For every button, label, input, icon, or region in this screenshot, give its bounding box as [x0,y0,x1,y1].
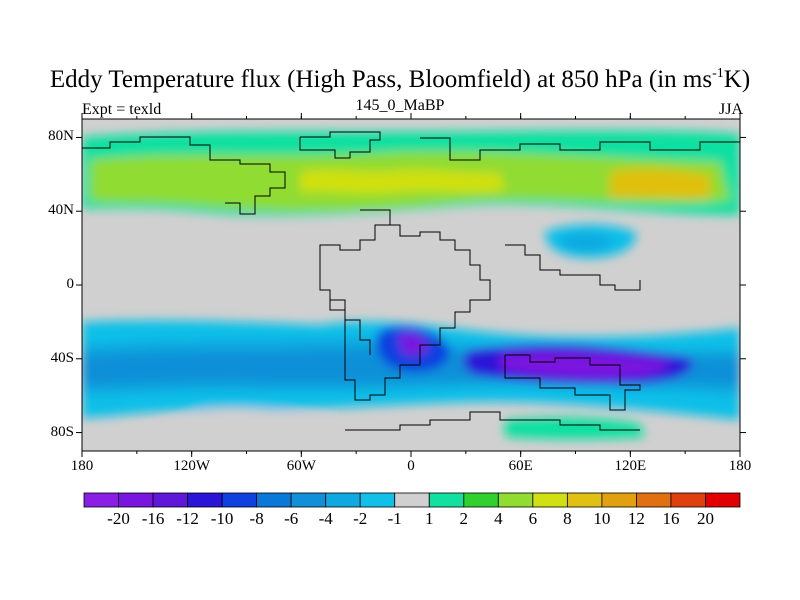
coast-greenland [299,131,381,159]
colorbar-label: 10 [593,509,611,528]
coast-south-america [330,299,371,355]
coast-north [82,136,286,215]
colorbar-swatch [256,492,292,508]
coast-antarctica [345,411,640,431]
colorbar-swatch [394,492,430,508]
y-tick-label: 80N [48,128,74,145]
colorbar-swatch [705,492,741,508]
x-tick-label: 60E [508,458,533,474]
map-title: Eddy Temperature flux (High Pass, Bloomf… [49,66,751,93]
x-tick-label: 120E [614,458,647,474]
colorbar-label: 8 [563,509,572,528]
colorbar-label: -12 [176,509,199,528]
coastlines [82,131,740,431]
colorbar-swatch [463,492,499,508]
colorbar-label: 20 [696,509,714,528]
colorbar-swatch [428,492,465,508]
season-label: JJA [718,101,743,118]
coast-australia [504,354,641,411]
sh-core-c [500,352,670,378]
experiment-label: Expt = texld [82,101,162,118]
colorbar-label: -16 [141,509,165,528]
coast-india [505,244,641,291]
x-tick-label: 0 [407,458,415,474]
y-tick-label: 40S [50,349,74,366]
colorbar-swatch [566,492,603,508]
x-tick-label: 60W [286,458,316,474]
case-label: 145_0_MaBP [355,97,445,114]
antarctic-green [505,417,645,440]
x-tick-label: 180 [70,458,94,474]
y-tick-label: 80S [50,423,74,440]
y-tick-label: 40N [48,202,74,219]
colorbar-label: -1 [387,509,402,528]
contour-field [82,119,740,451]
colorbar-swatch [83,492,119,508]
colorbar-swatch [359,492,396,508]
colorbar-label: 4 [494,509,503,528]
colorbar-swatch [325,492,361,508]
x-tick-label: 180 [728,458,752,474]
coast-europe-africa [319,209,491,401]
colorbar-label: -6 [284,509,299,528]
colorbar-swatch [290,492,327,508]
colorbar-label: 2 [459,509,469,528]
colorbar-swatch [497,492,534,508]
x-tick-label: 120W [173,458,210,474]
colorbar-swatch [187,492,223,508]
colorbar-swatch [636,492,672,508]
nh-band-core [300,169,505,194]
asia-core [559,233,615,251]
y-tick-label: 0 [66,276,75,292]
colorbar-swatch [670,492,706,508]
colorbar [83,492,741,508]
axis-ticks [76,113,746,457]
nh-band-east [610,168,710,199]
antarctic-light [82,408,330,451]
colorbar-swatch [601,492,637,508]
colorbar-swatch [532,492,568,508]
colorbar-label: 16 [662,509,680,528]
colorbar-label: -20 [107,509,130,528]
colorbar-swatch [118,492,154,508]
colorbar-swatch [152,492,188,508]
colorbar-swatch [221,492,258,508]
coast-eurasia [420,137,740,161]
colorbar-label: -4 [318,509,333,528]
colorbar-label: 6 [528,509,538,528]
colorbar-label: -8 [249,509,264,528]
colorbar-label: 1 [425,509,434,528]
colorbar-label: -10 [210,509,234,528]
colorbar-label: 12 [627,509,645,528]
colorbar-label: -2 [353,509,368,528]
